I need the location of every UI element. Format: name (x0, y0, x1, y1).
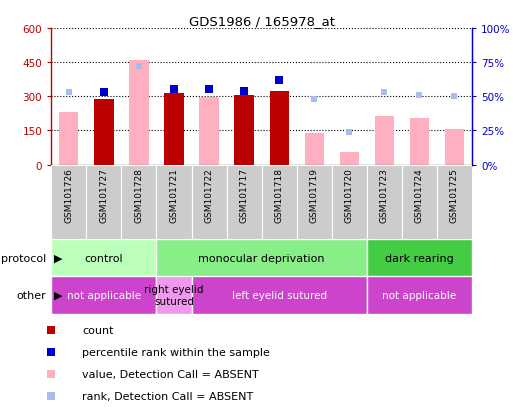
Text: dark rearing: dark rearing (385, 253, 454, 263)
Text: GSM101723: GSM101723 (380, 167, 389, 222)
Text: GSM101728: GSM101728 (134, 167, 144, 222)
Text: GSM101720: GSM101720 (345, 167, 354, 222)
Bar (51, 165, 86, 240)
Bar (86, 165, 122, 240)
Bar (374, 116, 394, 165)
Bar (94, 100, 113, 165)
Bar (51, 240, 156, 277)
Text: percentile rank within the sample: percentile rank within the sample (82, 347, 270, 357)
Text: GSM101721: GSM101721 (169, 167, 179, 222)
Text: GSM101727: GSM101727 (100, 167, 108, 222)
Title: GDS1986 / 165978_at: GDS1986 / 165978_at (189, 15, 334, 28)
Bar (437, 165, 472, 240)
Text: GSM101725: GSM101725 (450, 167, 459, 222)
Text: other: other (16, 290, 46, 300)
Text: GSM101726: GSM101726 (64, 167, 73, 222)
Text: ▶: ▶ (54, 290, 63, 300)
Bar (59, 113, 78, 165)
Bar (332, 165, 367, 240)
Text: ▶: ▶ (54, 253, 63, 263)
Bar (234, 96, 254, 165)
Bar (129, 61, 149, 165)
Text: protocol: protocol (1, 253, 46, 263)
Text: not applicable: not applicable (382, 290, 457, 300)
Bar (156, 277, 191, 314)
Bar (51, 277, 156, 314)
Text: GSM101719: GSM101719 (310, 167, 319, 222)
Text: right eyelid
sutured: right eyelid sutured (144, 285, 204, 306)
Bar (269, 91, 289, 165)
Bar (445, 130, 464, 165)
Bar (156, 165, 191, 240)
Text: GSM101718: GSM101718 (274, 167, 284, 222)
Bar (164, 94, 184, 165)
Bar (305, 133, 324, 165)
Bar (191, 165, 227, 240)
Bar (262, 165, 297, 240)
Text: GSM101724: GSM101724 (415, 167, 424, 222)
Bar (297, 165, 332, 240)
Text: value, Detection Call = ABSENT: value, Detection Call = ABSENT (82, 369, 259, 379)
Text: GSM101722: GSM101722 (205, 167, 213, 222)
Text: not applicable: not applicable (67, 290, 141, 300)
Bar (200, 98, 219, 165)
Bar (367, 240, 472, 277)
Text: control: control (85, 253, 123, 263)
Bar (122, 165, 156, 240)
Bar (367, 277, 472, 314)
Text: count: count (82, 325, 113, 335)
Bar (410, 119, 429, 165)
Text: monocular deprivation: monocular deprivation (199, 253, 325, 263)
Text: rank, Detection Call = ABSENT: rank, Detection Call = ABSENT (82, 391, 253, 401)
Text: left eyelid sutured: left eyelid sutured (231, 290, 327, 300)
Text: GSM101717: GSM101717 (240, 167, 249, 222)
Bar (227, 165, 262, 240)
Bar (402, 165, 437, 240)
Bar (367, 165, 402, 240)
Bar (156, 240, 367, 277)
Bar (340, 153, 359, 165)
Bar (191, 277, 367, 314)
